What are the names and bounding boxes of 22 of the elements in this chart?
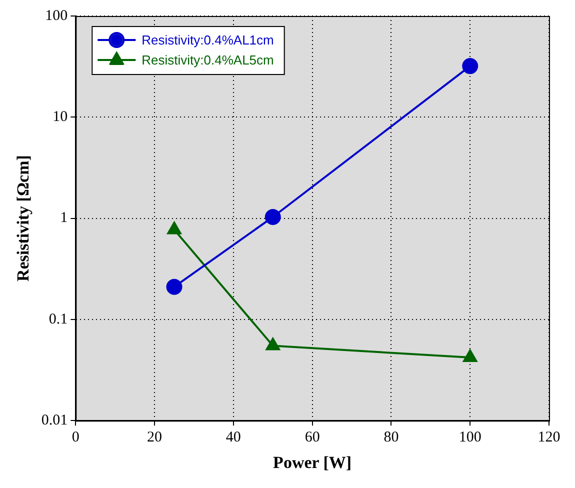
y-tick-label: 0.1 xyxy=(48,311,68,328)
legend-label: Resistivity:0.4%AL1cm xyxy=(142,32,274,48)
y-tick-label: 1 xyxy=(60,210,68,226)
x-axis-title: Power [W] xyxy=(273,453,352,472)
y-axis-title: Resistivity [Ωcm] xyxy=(14,155,33,282)
x-tick-label: 120 xyxy=(538,430,560,446)
point xyxy=(462,58,478,74)
point xyxy=(266,338,280,350)
legend-label: Resistivity:0.4%AL5cm xyxy=(142,52,274,68)
point xyxy=(167,222,182,234)
point xyxy=(166,278,182,295)
point xyxy=(264,209,281,225)
x-tick-label: 40 xyxy=(226,430,241,446)
y-tick-label: 100 xyxy=(45,8,68,24)
y-tick-label: 10 xyxy=(52,109,68,126)
y-tick-label: 0.01 xyxy=(41,412,68,429)
x-tick-label: 0 xyxy=(72,430,80,446)
x-tick-label: 80 xyxy=(384,430,399,446)
x-tick-label: 20 xyxy=(147,430,162,446)
x-tick-label: 60 xyxy=(304,430,320,446)
x-tick-label: 100 xyxy=(458,430,482,446)
point xyxy=(463,350,478,362)
